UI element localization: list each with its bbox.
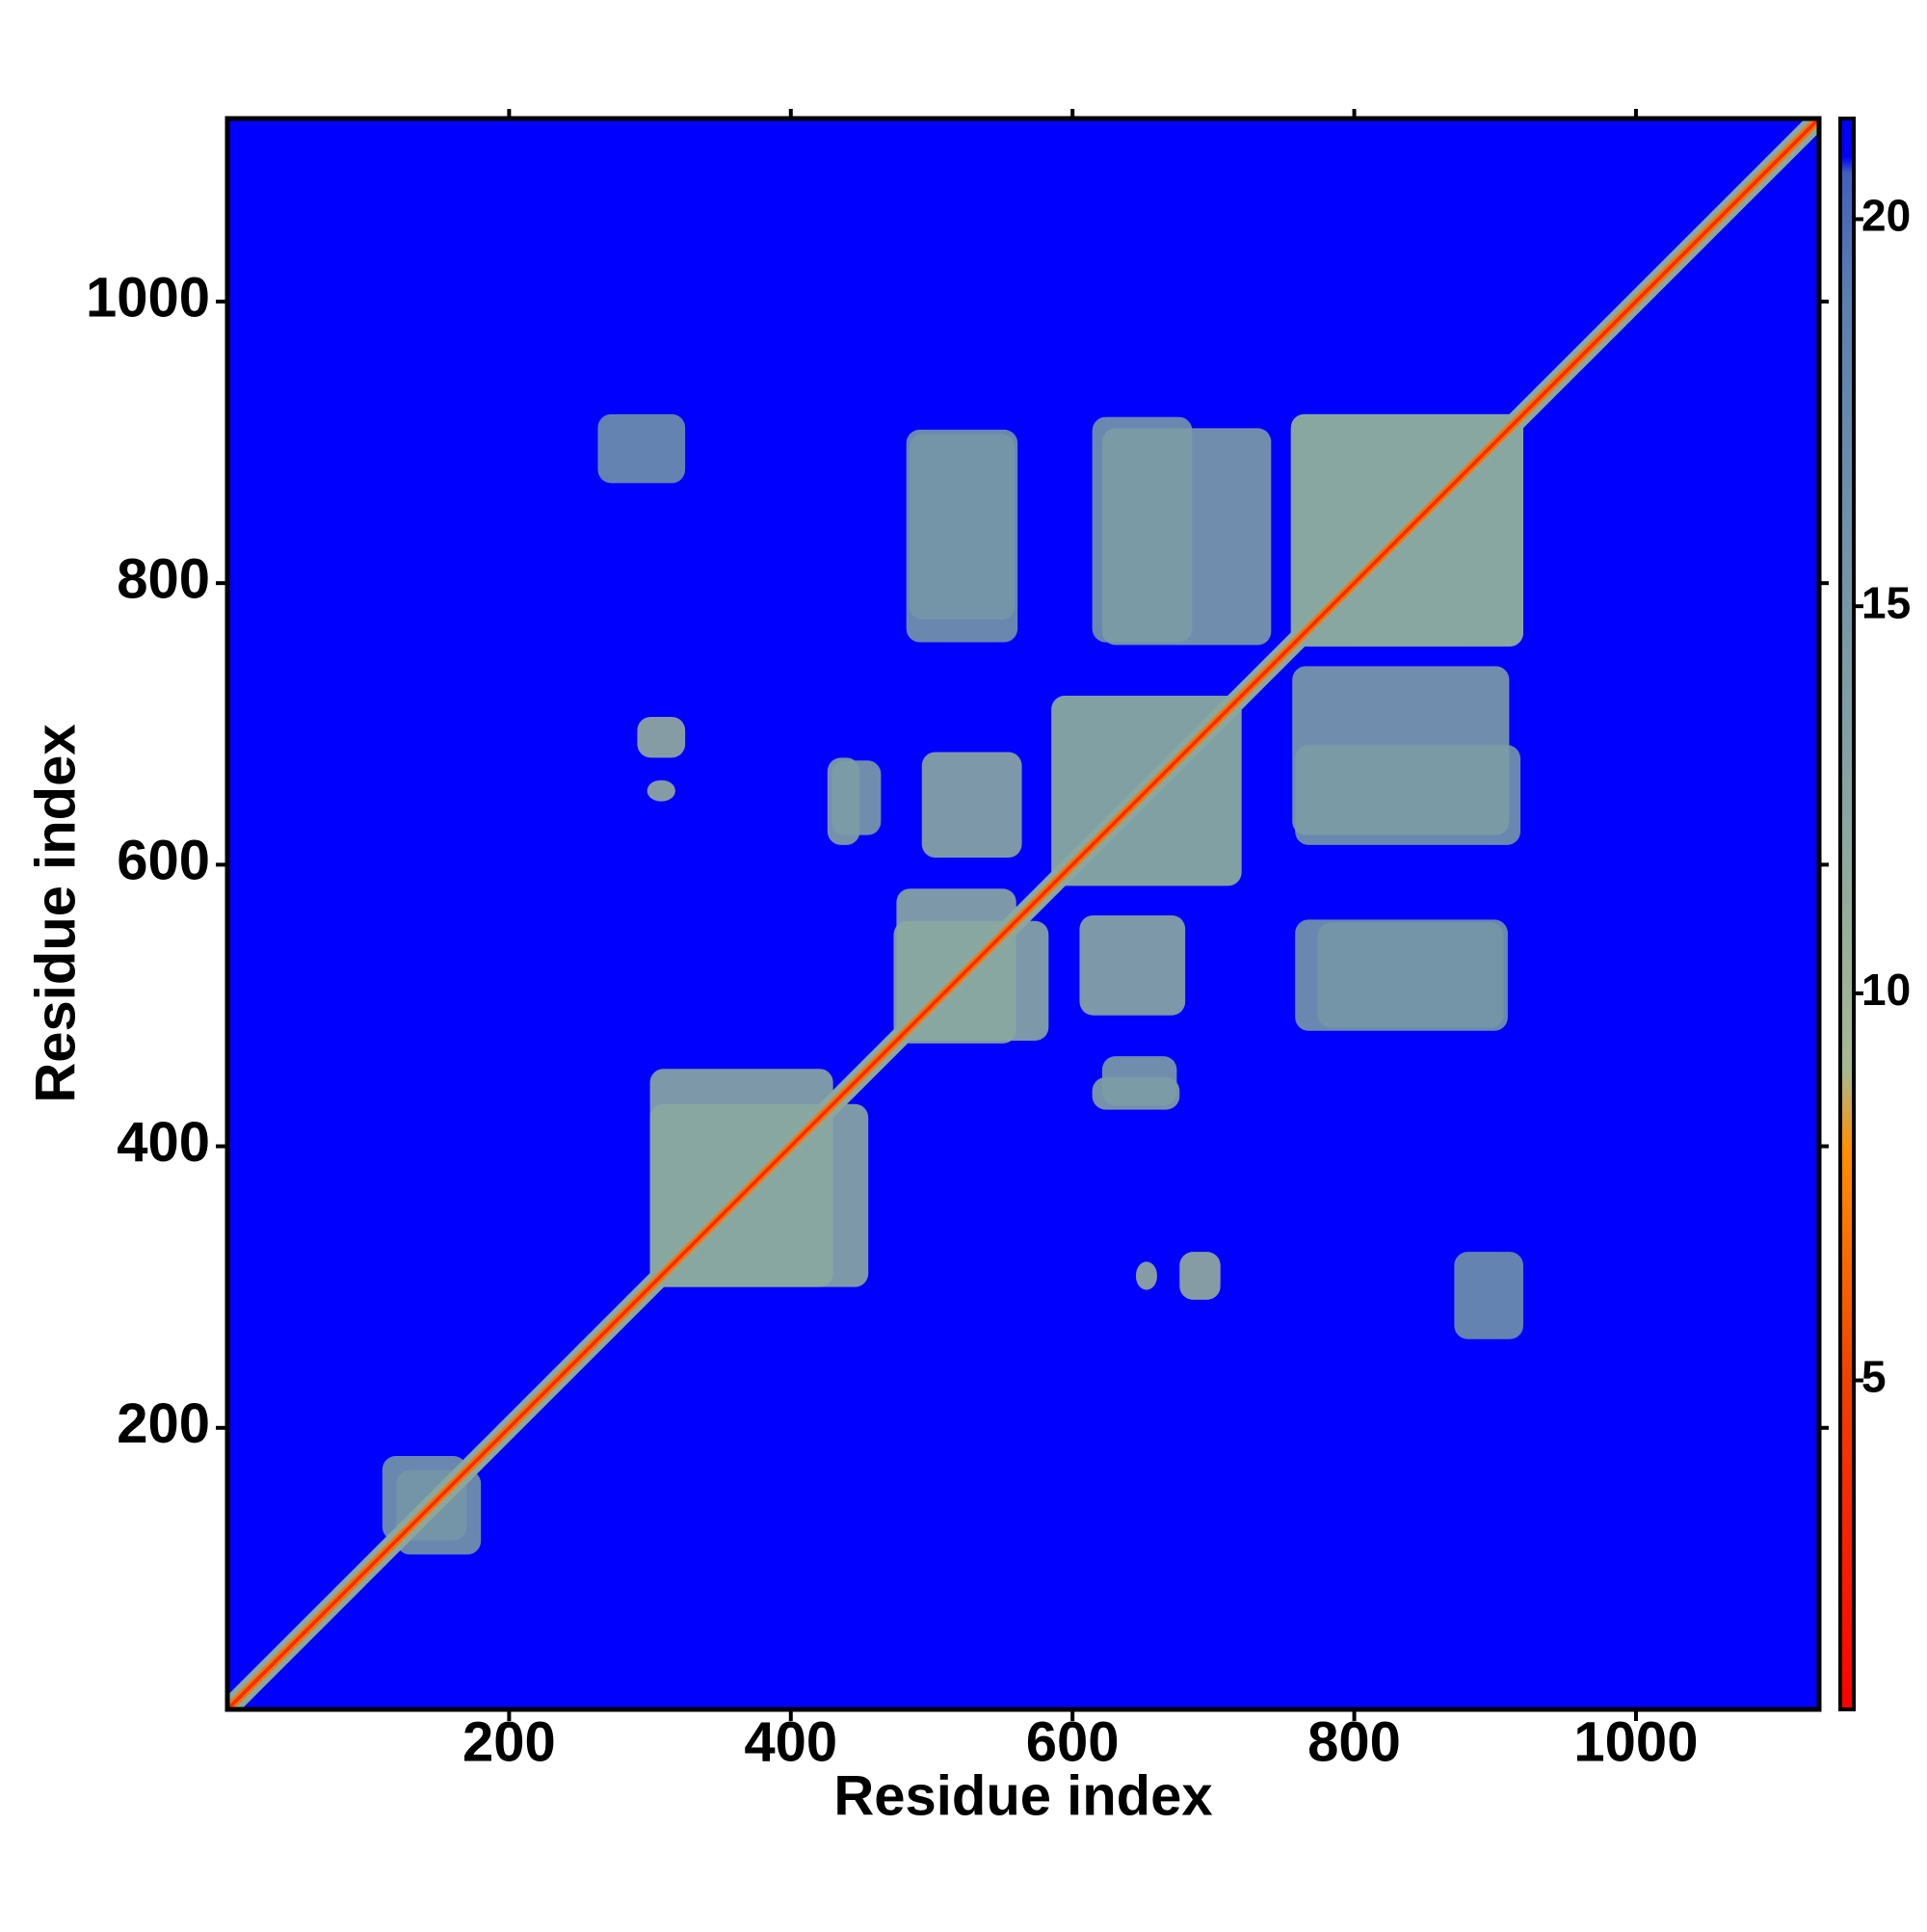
y-tick-label: 1000 — [86, 266, 210, 329]
colorbar-tick-label: 20 — [1861, 191, 1911, 241]
heatmap-region — [1317, 922, 1504, 1028]
y-tick-label: 600 — [117, 830, 210, 892]
heatmap-region — [832, 760, 882, 835]
heatmap-region — [1454, 1252, 1523, 1339]
plot-border — [224, 116, 1822, 1712]
x-tick-label: 800 — [1307, 1710, 1401, 1773]
heatmap-region — [921, 752, 1022, 859]
heatmap-region — [909, 434, 1016, 621]
y-tick-label: 200 — [117, 1392, 210, 1455]
colorbar-tick-label: 15 — [1861, 577, 1911, 627]
colorbar — [1838, 117, 1856, 1711]
x-axis-label: Residue index — [833, 1764, 1212, 1827]
heatmap-region — [647, 780, 675, 802]
heatmap-region — [1101, 1056, 1177, 1106]
colorbar-tick-label: 5 — [1861, 1352, 1887, 1402]
heatmap-region — [637, 716, 686, 758]
heatmap-region — [1079, 914, 1186, 1016]
plot-area — [227, 119, 1819, 1709]
x-tick-label: 1000 — [1573, 1710, 1698, 1773]
heatmap-region — [597, 413, 686, 484]
y-axis-label: Residue index — [24, 724, 87, 1102]
x-tick-label: 200 — [462, 1710, 556, 1773]
diagonal-band — [227, 119, 1819, 1709]
x-tick-label: 600 — [1026, 1710, 1120, 1773]
heatmap-region — [1292, 666, 1510, 835]
y-tick-label: 400 — [117, 1111, 210, 1174]
x-tick-label: 400 — [744, 1710, 837, 1773]
colorbar-tick-label: 10 — [1861, 965, 1911, 1015]
y-tick-label: 800 — [117, 547, 210, 610]
heatmap-region — [382, 1456, 467, 1541]
heatmap-region — [1101, 428, 1272, 646]
heatmap-region — [1179, 1252, 1221, 1300]
heatmap-region — [1135, 1261, 1157, 1290]
